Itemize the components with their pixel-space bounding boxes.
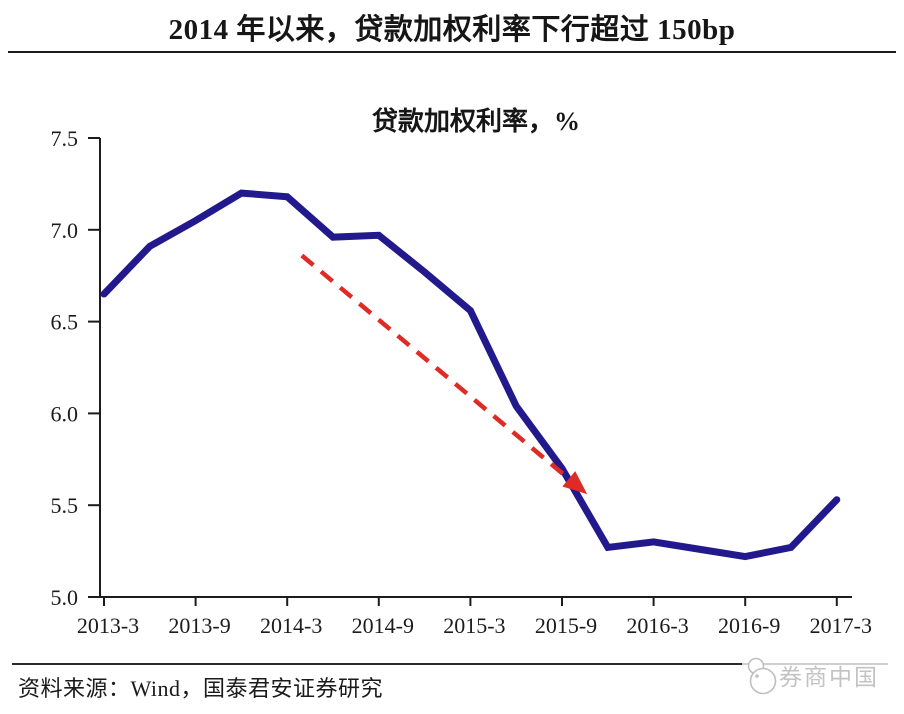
y-tick-label: 5.5 bbox=[51, 493, 79, 518]
chart-subtitle: 贷款加权利率，% bbox=[372, 106, 580, 136]
y-tick-label: 6.5 bbox=[51, 310, 79, 335]
y-tick-label: 5.0 bbox=[51, 585, 79, 610]
footer-divider-light bbox=[742, 663, 888, 665]
source-note: 资料来源：Wind，国泰君安证券研究 bbox=[18, 676, 383, 701]
brand-logo-icon bbox=[747, 657, 777, 695]
footer-divider bbox=[12, 663, 742, 665]
x-tick-label: 2016-9 bbox=[718, 613, 780, 638]
trend-arrow-line bbox=[300, 253, 571, 481]
x-tick-label: 2015-9 bbox=[535, 613, 597, 638]
figure-title: 2014 年以来，贷款加权利率下行超过 150bp bbox=[168, 14, 736, 46]
y-tick-label: 7.5 bbox=[51, 126, 79, 151]
watermark: 券商中国 bbox=[737, 650, 879, 700]
x-tick-label: 2016-3 bbox=[626, 613, 688, 638]
x-tick-label: 2014-3 bbox=[260, 613, 322, 638]
x-tick-label: 2014-9 bbox=[352, 613, 414, 638]
x-tick-label: 2013-3 bbox=[77, 613, 139, 638]
title-divider bbox=[8, 51, 896, 53]
y-tick-label: 6.0 bbox=[51, 401, 79, 426]
x-tick-label: 2013-9 bbox=[168, 613, 230, 638]
plot-area: 5.0 5.5 6.0 6.5 7.0 7.5 2013-3 2013-9 2014-3 2014… bbox=[51, 126, 872, 638]
x-tick-label: 2015-3 bbox=[443, 613, 505, 638]
trend-arrow-head bbox=[562, 471, 588, 495]
y-tick-label: 7.0 bbox=[51, 218, 79, 243]
watermark-text: 券商中国 bbox=[779, 665, 879, 690]
x-tick-label: 2017-3 bbox=[810, 613, 872, 638]
data-line bbox=[100, 189, 841, 561]
